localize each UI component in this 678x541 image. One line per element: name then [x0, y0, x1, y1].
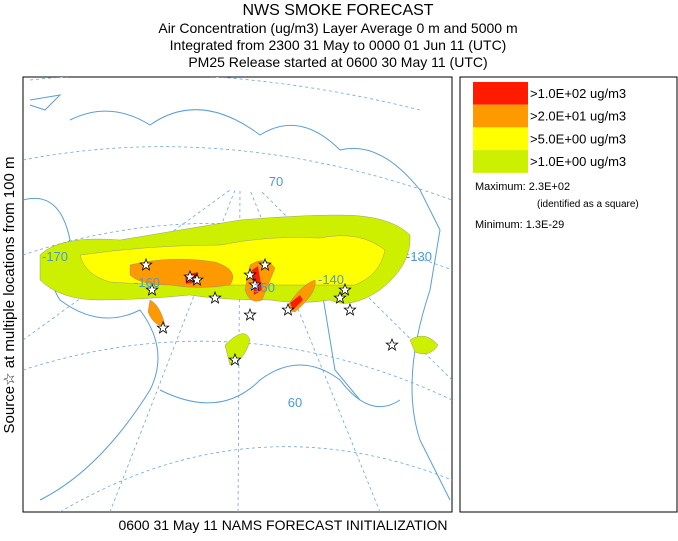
maximum: Maximum: 2.3E+02	[475, 181, 570, 193]
source-star	[139, 257, 153, 271]
maximum-note: (identified as a square)	[537, 199, 639, 210]
legend-swatch	[473, 104, 528, 128]
source-star	[190, 272, 204, 286]
legend-items: >1.0E+02 ug/m3 >2.0E+01 ug/m3 >5.0E+00 ug/…	[473, 82, 626, 173]
legend-label: >1.0E+02 ug/m3	[530, 86, 626, 101]
map: -170 -160 -150 -140 -130 70 60	[22, 76, 453, 513]
map-label: -170	[42, 249, 68, 264]
source-star	[145, 282, 159, 296]
smoke-contour	[409, 335, 439, 355]
source-star	[156, 320, 170, 334]
map-label: -130	[406, 249, 432, 264]
source-star	[243, 307, 257, 321]
subtitle: PM25 Release started at 0600 30 May 11 (…	[188, 54, 487, 70]
legend-swatch	[473, 82, 528, 105]
map-label: 70	[269, 174, 283, 189]
legend-swatch	[473, 127, 528, 151]
source-star	[281, 302, 295, 316]
source-star	[343, 302, 357, 316]
smoke-contour	[129, 258, 234, 288]
map-label: -140	[318, 272, 344, 287]
source-star	[258, 257, 272, 271]
legend-swatch	[473, 150, 528, 173]
map-label: 60	[288, 395, 302, 410]
map-label: -160	[134, 275, 160, 290]
map-label: -150	[249, 280, 275, 295]
source-star	[385, 337, 399, 351]
source-star	[183, 269, 197, 283]
smoke-plume	[39, 214, 439, 366]
map-body	[23, 77, 452, 512]
subtitle: Air Concentration (ug/m3) Layer Average …	[158, 20, 517, 36]
graticule	[59, 446, 452, 512]
sources	[139, 257, 399, 366]
legend-label: >5.0E+00 ug/m3	[530, 131, 626, 146]
legend-label: >1.0E+00 ug/m3	[530, 154, 626, 169]
coastline	[23, 198, 401, 501]
legend-label: >2.0E+01 ug/m3	[530, 109, 626, 124]
legend: >1.0E+02 ug/m3 >2.0E+01 ug/m3 >5.0E+00 ug/…	[459, 76, 678, 513]
subtitle: Integrated from 2300 31 May to 0000 01 J…	[170, 37, 507, 53]
graticule	[29, 77, 421, 111]
graticule	[23, 146, 452, 201]
title: NWS SMOKE FORECAST	[242, 2, 433, 19]
side-label: Source☆ at multiple locations from 100 m	[1, 157, 18, 434]
smoke-contour	[147, 299, 166, 326]
source-star	[208, 290, 222, 304]
source-star	[338, 282, 352, 296]
footer: 0600 31 May 11 NAMS FORECAST INITIALIZAT…	[118, 517, 447, 533]
minimum: Minimum: 1.3E-29	[475, 219, 564, 231]
source-star	[228, 352, 242, 366]
source-star	[333, 290, 347, 304]
source-star	[248, 277, 262, 291]
source-star	[243, 267, 257, 281]
